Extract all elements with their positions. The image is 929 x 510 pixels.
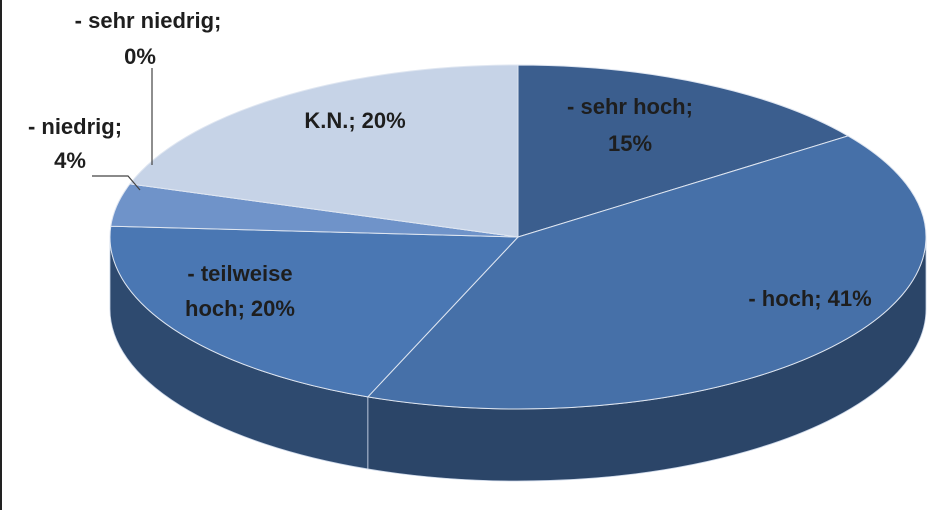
label-value: 15% — [608, 131, 652, 156]
label-category: - niedrig; — [28, 114, 122, 139]
label-value: 20% — [251, 296, 295, 321]
label-category: - sehr hoch; — [567, 94, 693, 119]
label-category: - sehr niedrig; — [75, 8, 222, 33]
data-label: - hoch; 41% — [748, 286, 871, 311]
label-value: 0% — [124, 44, 156, 69]
label-value: 4% — [54, 148, 86, 173]
label-category: K.N.; — [304, 108, 355, 133]
leader-line — [92, 175, 141, 191]
labels: - sehr hoch; 15% - hoch; 41% - teilweise hoch… — [28, 8, 872, 321]
pie-tops — [109, 64, 927, 410]
pie-slice — [366, 135, 927, 410]
data-label: hoch; 20% — [185, 296, 295, 321]
pie-slice — [129, 64, 519, 238]
data-label: K.N.; 20% — [304, 108, 405, 133]
label-category-rest: hoch; — [185, 296, 245, 321]
label-category: - teilweise — [187, 261, 292, 286]
label-category: - hoch; — [748, 286, 821, 311]
label-value: 41% — [828, 286, 872, 311]
pie-slice — [517, 64, 850, 238]
label-value: 20% — [362, 108, 406, 133]
pie-slice — [109, 225, 520, 398]
